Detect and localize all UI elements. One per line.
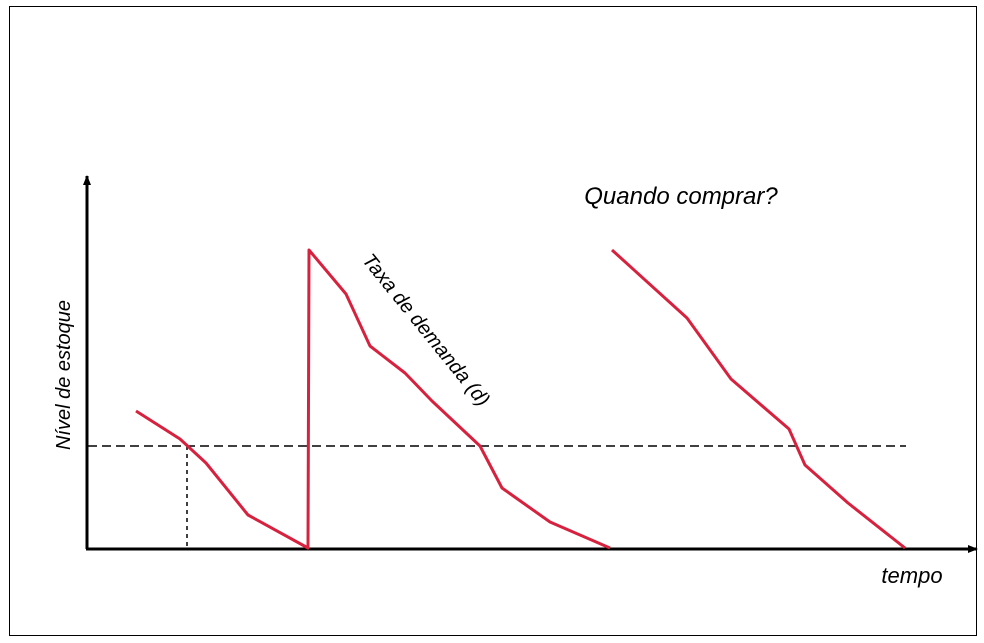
- y-axis-label: Nível de estoque: [53, 300, 75, 450]
- question-label: Quando comprar?: [584, 183, 778, 210]
- stock-level-curve-1: [135, 248, 611, 550]
- stock-level-curve-2: [610, 248, 906, 550]
- x-axis-label: tempo: [881, 563, 942, 588]
- demand-rate-label: Taxa de demanda (d): [358, 250, 494, 411]
- diagram-frame: [9, 6, 977, 636]
